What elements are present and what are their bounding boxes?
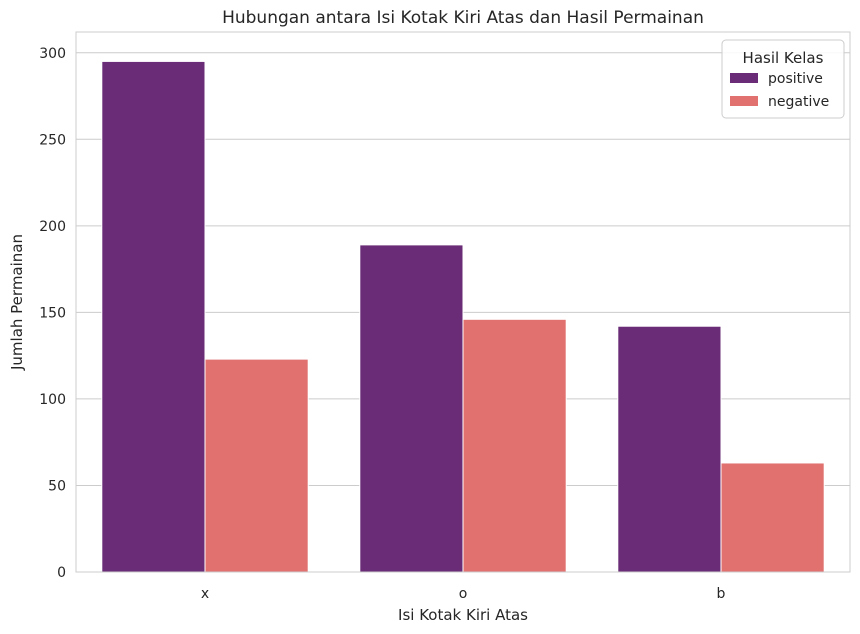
legend: Hasil Kelas positive negative (721, 39, 845, 119)
y-tick-label: 200 (39, 219, 66, 235)
bar-negative-o (462, 318, 567, 573)
bar-positive-b (617, 325, 722, 573)
y-tick-label: 250 (39, 132, 66, 148)
x-tick-label: x (201, 586, 209, 602)
plot-frame (75, 31, 851, 573)
bar-positive-x (101, 60, 206, 573)
y-tick-label: 150 (39, 305, 66, 321)
legend-swatch-negative (730, 96, 758, 106)
legend-swatch-positive (730, 73, 758, 83)
x-tick-label: b (717, 586, 726, 602)
y-ticks: 0 50 100 150 200 250 300 (39, 46, 66, 581)
y-tick-label: 50 (48, 478, 66, 494)
legend-title: Hasil Kelas (743, 49, 824, 67)
bar-positive-o (359, 244, 464, 573)
x-axis-label: Isi Kotak Kiri Atas (398, 606, 528, 624)
y-tick-label: 100 (39, 392, 66, 408)
chart-title: Hubungan antara Isi Kotak Kiri Atas dan … (222, 8, 704, 28)
bars-layer (101, 60, 825, 573)
x-tick-label: o (459, 586, 468, 602)
legend-label-positive: positive (768, 71, 823, 87)
y-tick-label: 300 (39, 46, 66, 62)
y-axis-label: Jumlah Permainan (8, 234, 26, 371)
bar-negative-b (720, 462, 825, 573)
legend-label-negative: negative (768, 94, 829, 110)
bar-negative-x (204, 358, 309, 573)
y-tick-label: 0 (57, 565, 66, 581)
